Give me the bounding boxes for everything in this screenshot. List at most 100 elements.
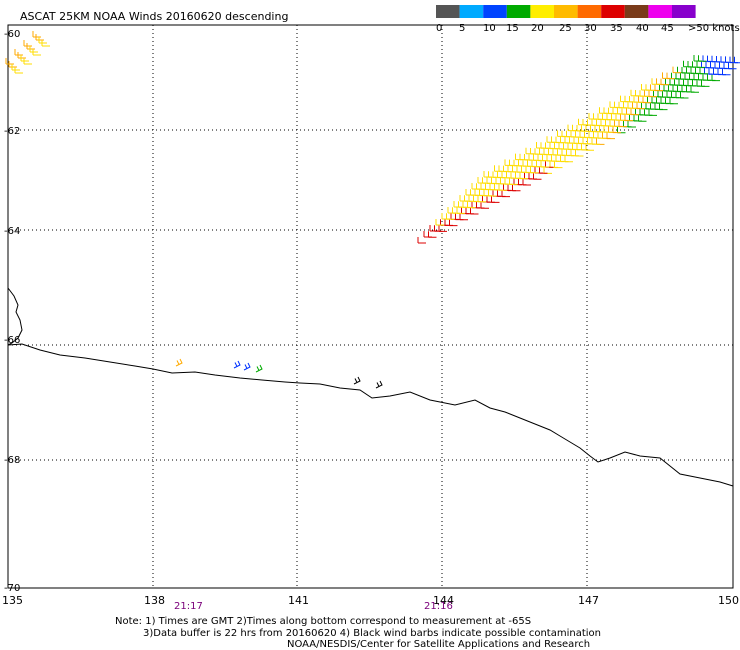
wind-barb — [630, 89, 639, 97]
wind-barb — [441, 213, 450, 220]
wind-barb — [353, 376, 361, 385]
time-label-2: 21:16 — [424, 601, 453, 612]
wind-barb — [683, 60, 692, 68]
legend-swatch — [648, 5, 672, 18]
lat-label-60: -60 — [4, 29, 20, 40]
map-title: ASCAT 25KM NOAA Winds 20160620 descendin… — [20, 10, 288, 23]
legend-swatch — [601, 5, 625, 18]
legend-label: 45 — [661, 23, 674, 34]
plot-frame — [7, 24, 734, 589]
wind-barb — [522, 179, 531, 186]
wind-barb — [669, 97, 678, 105]
lat-label-70: -70 — [4, 583, 20, 594]
note-line-2: 3)Data buffer is 22 hrs from 20160620 4)… — [143, 628, 601, 639]
wind-barb — [423, 231, 432, 238]
time-label-1: 21:17 — [174, 601, 203, 612]
wind-barb — [449, 219, 458, 227]
wind-barb — [606, 132, 615, 140]
wind-barb — [567, 124, 576, 132]
wind-barb — [638, 115, 647, 122]
wind-barb — [429, 225, 438, 232]
wind-barb — [480, 202, 489, 209]
legend-label: 30 — [584, 23, 597, 34]
wind-barb — [651, 78, 660, 85]
wind-barb — [693, 55, 702, 62]
legend-swatch — [554, 5, 578, 18]
wind-barb — [533, 173, 542, 180]
wind-barb — [459, 195, 468, 202]
wind-barb — [609, 101, 618, 108]
legend-label: 10 — [483, 23, 496, 34]
legend-swatch — [506, 5, 531, 18]
wind-barb — [483, 171, 492, 178]
legend-swatch — [436, 5, 460, 18]
lon-label-141: 141 — [288, 594, 309, 607]
wind-barb — [564, 155, 573, 163]
wind-barb — [648, 109, 657, 116]
wind-barb — [525, 147, 534, 155]
note-line-1: Note: 1) Times are GMT 2)Times along bot… — [115, 616, 531, 627]
wind-barb — [465, 189, 474, 196]
wind-barb — [599, 107, 608, 114]
wind-speed-legend: 0 5 10 15 20 25 30 35 40 45 >50 knots — [436, 5, 740, 34]
legend-swatch — [483, 5, 507, 18]
legend-label: 5 — [459, 23, 465, 34]
wind-barb — [504, 159, 513, 166]
wind-barb — [5, 58, 14, 65]
wind-barb — [32, 49, 41, 56]
wind-barb — [672, 66, 681, 74]
wind-barb — [435, 219, 444, 226]
wind-barb — [536, 142, 545, 149]
wind-barb — [701, 80, 710, 87]
wind-barb — [470, 208, 479, 215]
wind-barb — [557, 130, 566, 137]
wind-barb — [662, 72, 671, 79]
wind-barb — [447, 207, 456, 214]
legend-label: 20 — [531, 23, 544, 34]
legend-label: 40 — [636, 23, 649, 34]
grid-lines — [8, 25, 733, 588]
wind-barb — [575, 150, 584, 157]
legend-swatch — [459, 5, 484, 18]
wind-barb — [578, 118, 587, 126]
wind-barb — [471, 183, 480, 190]
wind-barb — [546, 136, 555, 143]
antarctic-coastline — [7, 287, 734, 487]
wind-barb — [32, 31, 41, 38]
wind-barb — [512, 184, 521, 192]
lat-label-62: -62 — [4, 126, 20, 137]
lat-label-66: -66 — [4, 335, 20, 346]
note-line-3: NOAA/NESDIS/Center for Satellite Applica… — [287, 639, 590, 650]
wind-barb — [596, 138, 605, 145]
wind-barb — [23, 40, 32, 47]
legend-swatch — [577, 5, 602, 18]
wind-barb — [417, 237, 426, 244]
legend-label: 25 — [559, 23, 572, 34]
lon-label-150: 150 — [718, 594, 739, 607]
wind-barb — [680, 92, 689, 99]
legend-label: 15 — [506, 23, 519, 34]
wind-barb — [14, 67, 23, 74]
wind-barb — [722, 68, 731, 76]
wind-barb — [641, 84, 650, 91]
wind-barb — [515, 153, 524, 161]
wind-barb — [491, 196, 500, 203]
wind-barb — [255, 364, 263, 373]
legend-swatch — [624, 5, 649, 18]
wind-barb — [711, 74, 720, 82]
legend-label: 0 — [436, 23, 442, 34]
wind-barb — [453, 201, 462, 208]
wind-barb — [428, 231, 437, 238]
wind-barbs — [5, 31, 740, 389]
lon-label-138: 138 — [144, 594, 165, 607]
lon-label-144: 144 — [433, 594, 454, 607]
legend-swatch — [672, 5, 696, 18]
lon-label-135: 135 — [2, 594, 23, 607]
lat-label-68: -68 — [4, 455, 20, 466]
wind-barb — [494, 165, 503, 172]
wind-barb — [501, 190, 510, 198]
wind-barb — [620, 95, 629, 103]
wind-barb — [243, 362, 251, 371]
wind-barb — [14, 49, 23, 56]
